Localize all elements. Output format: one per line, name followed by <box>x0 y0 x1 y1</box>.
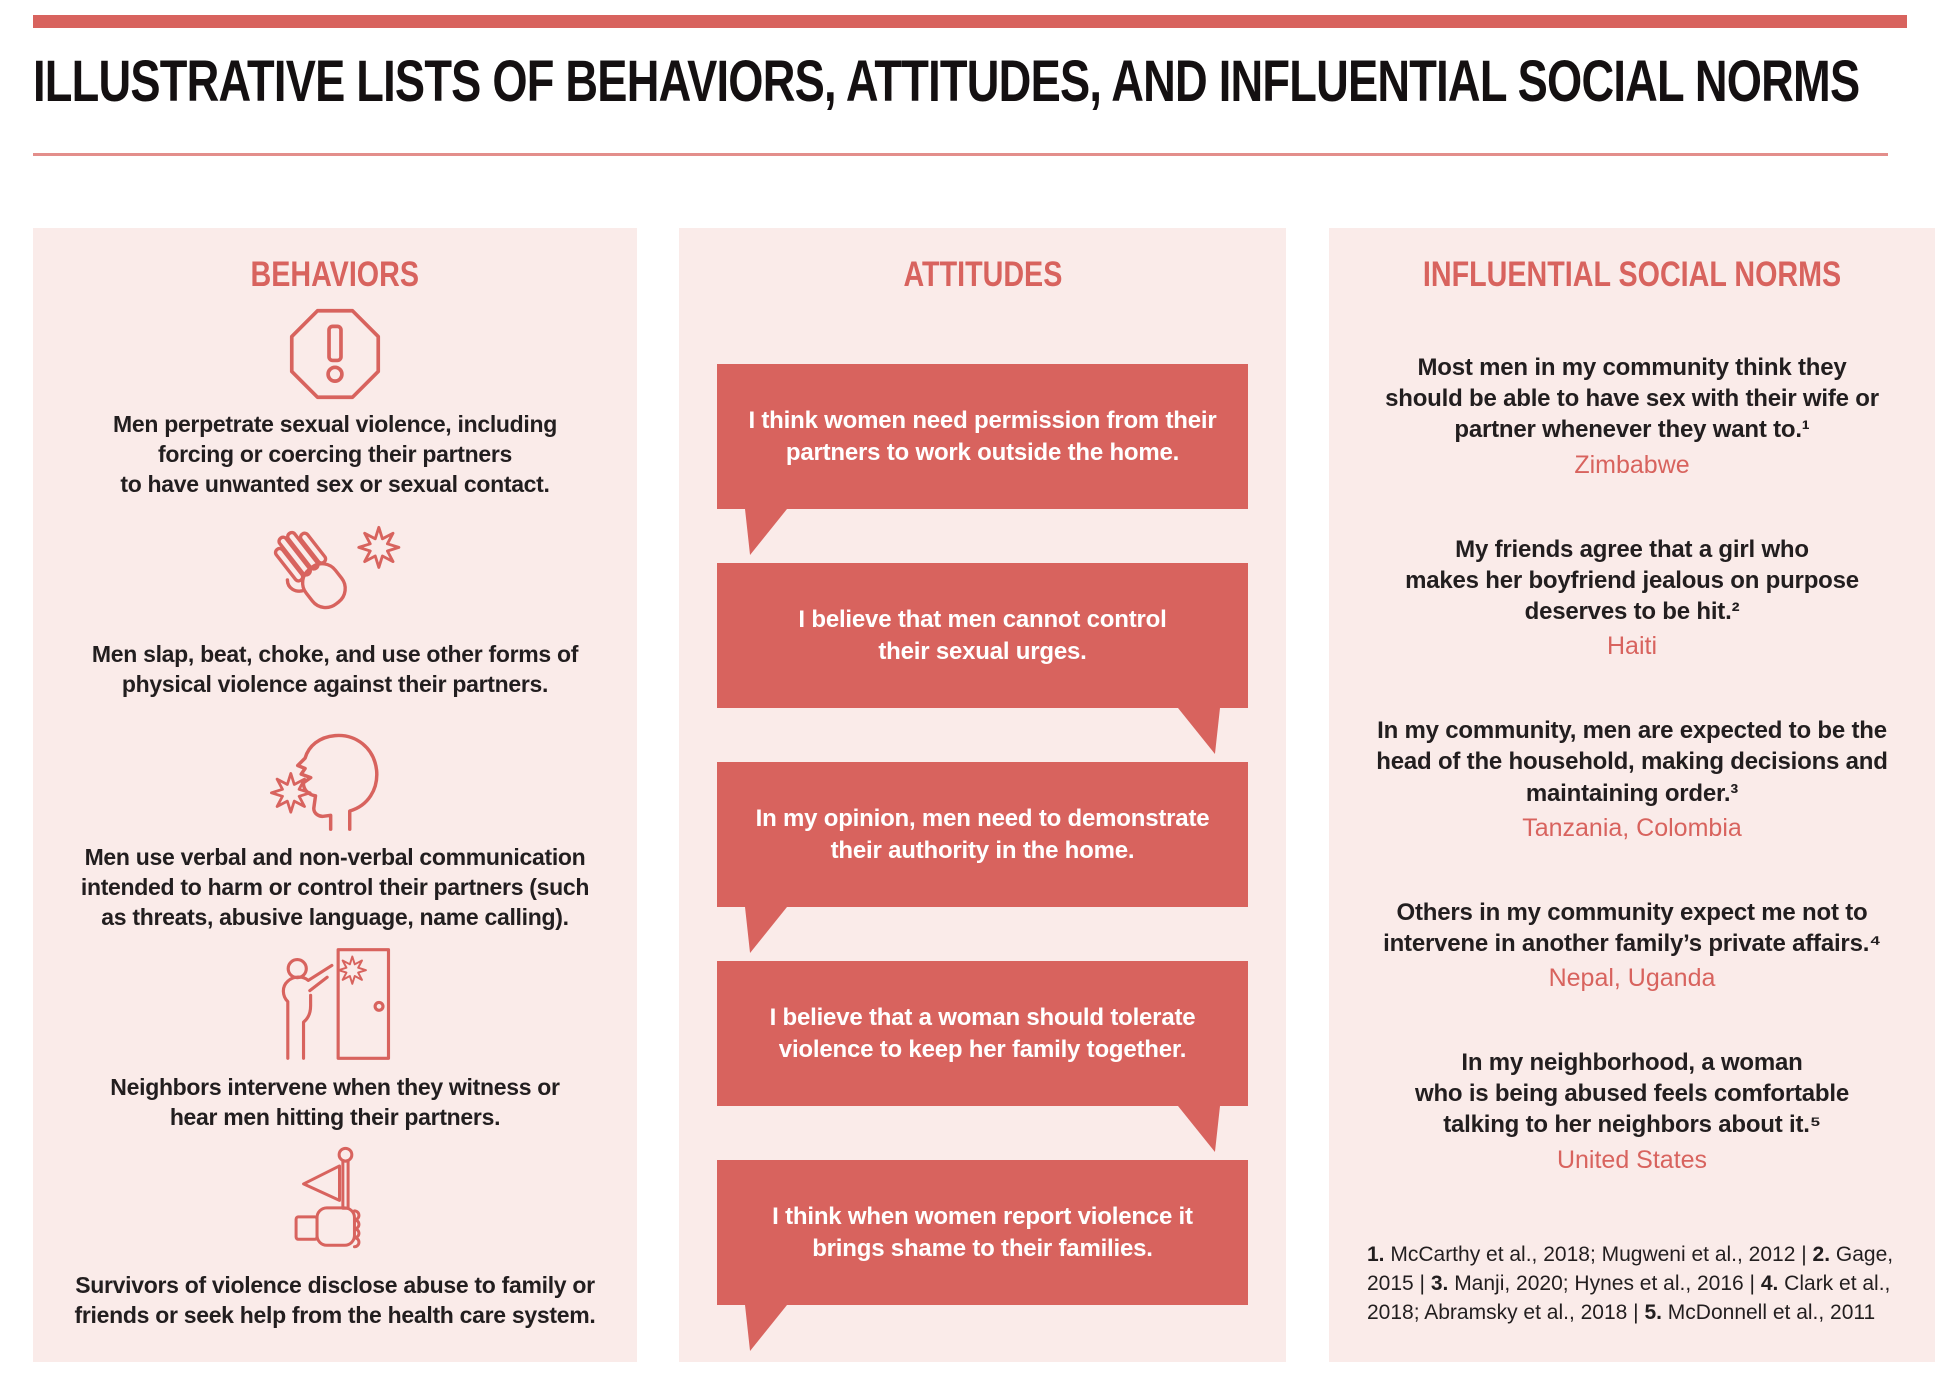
panel-behaviors: BEHAVIORS Men perpetrate sexual violence… <box>33 228 637 1362</box>
norm-countries: Zimbabwe <box>1574 450 1690 479</box>
citation-text: Gage, 2015 | <box>1367 1243 1894 1296</box>
door-knock-icon <box>272 945 398 1063</box>
speech-bubble: In my opinion, men need to demonstrate t… <box>717 762 1248 907</box>
behavior-text: Men perpetrate sexual violence, includin… <box>113 411 557 497</box>
verbal-abuse-head-icon <box>270 711 400 833</box>
norm-countries: Nepal, Uganda <box>1548 964 1716 993</box>
behavior-text: Men use verbal and non-verbal communicat… <box>80 844 590 931</box>
behavior-text: Men slap, beat, choke, and use other for… <box>91 640 579 697</box>
norm-item: My friends agree that a girl who makes h… <box>1335 534 1929 662</box>
speech-bubble: I think women need permission from their… <box>717 364 1248 509</box>
page-title: ILLUSTRATIVE LISTS OF BEHAVIORS, ATTITUD… <box>33 49 1860 114</box>
attitudes-header: ATTITUDES <box>903 255 1062 294</box>
citation-number: 4. <box>1760 1272 1779 1296</box>
panel-norms: INFLUENTIAL SOCIAL NORMS Most men in my … <box>1329 228 1935 1362</box>
citation-text: Clark et al., 2018; Abramsky et al., 201… <box>1367 1272 1891 1325</box>
norm-item: Most men in my community think they shou… <box>1335 352 1929 480</box>
behavior-item: Survivors of violence disclose abuse to … <box>39 1145 631 1331</box>
norm-countries: Tanzania, Colombia <box>1522 813 1742 842</box>
citation-number: 5. <box>1644 1301 1662 1325</box>
citation-text: McCarthy et al., 2018; Mugweni et al., 2… <box>1384 1243 1813 1267</box>
bubble-text: In my opinion, men need to demonstrate t… <box>755 805 1210 864</box>
norm-item: In my community, men are expected to be … <box>1335 715 1929 843</box>
norm-countries: United States <box>1556 1145 1708 1174</box>
behavior-item: Men use verbal and non-verbal communicat… <box>39 711 631 933</box>
speech-bubble: I believe that men cannot control their … <box>717 563 1248 708</box>
norm-text: My friends agree that a girl who makes h… <box>1405 535 1859 625</box>
bubble-text: I think when women report violence it br… <box>772 1203 1193 1262</box>
bubble-text: I think women need permission from their… <box>748 407 1217 466</box>
norm-countries: Haiti <box>1606 632 1657 661</box>
alert-octagon-icon <box>289 308 381 400</box>
panel-attitudes: ATTITUDES I think women need permission … <box>679 228 1286 1362</box>
norm-text: In my neighborhood, a woman who is being… <box>1414 1049 1850 1139</box>
behavior-item: Men slap, beat, choke, and use other for… <box>39 512 631 700</box>
citation-number: 2. <box>1812 1243 1831 1267</box>
citation-text: McDonnell et al., 2011 <box>1661 1301 1876 1325</box>
norm-text: Most men in my community think they shou… <box>1385 354 1879 444</box>
behavior-text: Survivors of violence disclose abuse to … <box>74 1271 596 1328</box>
behavior-item: Men perpetrate sexual violence, includin… <box>39 308 631 500</box>
bubble-text: I believe that men cannot control their … <box>798 606 1167 665</box>
top-accent-bar <box>33 15 1907 28</box>
citation-text: Manji, 2020; Hynes et al., 2016 | <box>1448 1272 1761 1296</box>
bubble-text: I believe that a woman should tolerate v… <box>769 1004 1196 1063</box>
norm-text: Others in my community expect me not to … <box>1383 898 1881 957</box>
behavior-text: Neighbors intervene when they witness or… <box>110 1074 560 1131</box>
norm-text: In my community, men are expected to be … <box>1376 717 1888 807</box>
behaviors-header: BEHAVIORS <box>250 255 420 294</box>
speech-bubble: I believe that a woman should tolerate v… <box>717 961 1248 1106</box>
flag-fist-icon <box>279 1145 391 1261</box>
speech-bubble: I think when women report violence it br… <box>717 1160 1248 1305</box>
citations-text: 1. McCarthy et al., 2018; Mugweni et al.… <box>1329 1241 1935 1362</box>
slap-hand-icon <box>255 512 415 630</box>
behavior-item: Neighbors intervene when they witness or… <box>39 945 631 1133</box>
norm-item: In my neighborhood, a woman who is being… <box>1335 1047 1929 1175</box>
citation-number: 1. <box>1367 1243 1385 1267</box>
citation-number: 3. <box>1430 1272 1449 1296</box>
title-divider <box>33 153 1888 156</box>
norms-header: INFLUENTIAL SOCIAL NORMS <box>1422 255 1842 294</box>
norm-item: Others in my community expect me not to … <box>1335 897 1929 993</box>
